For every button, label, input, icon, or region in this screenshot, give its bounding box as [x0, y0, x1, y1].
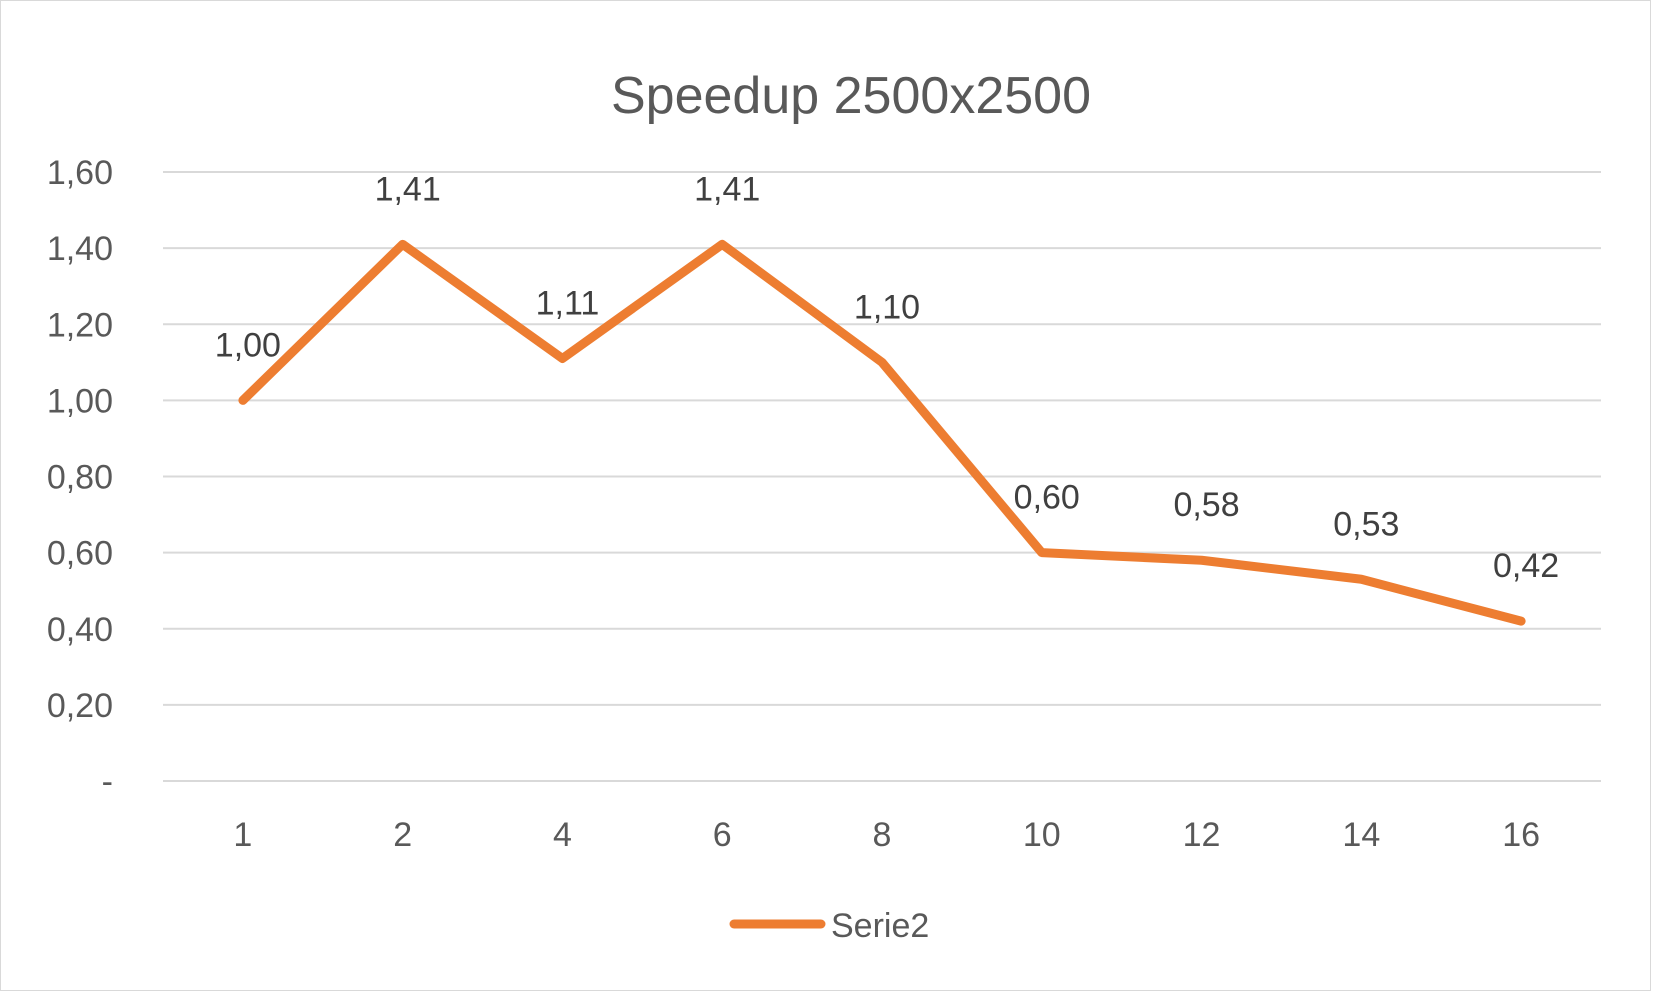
data-label: 1,10: [854, 288, 920, 326]
y-tick-label: 0,60: [47, 535, 113, 573]
data-label: 0,60: [1014, 479, 1080, 517]
x-tick-label: 1: [233, 816, 252, 854]
x-tick-label: 4: [553, 816, 572, 854]
data-label: 1,41: [694, 170, 760, 208]
data-label: 1,00: [215, 326, 281, 364]
y-tick-label: 1,20: [47, 306, 113, 344]
series-layer: [238, 239, 1526, 626]
y-tick-label: 0,40: [47, 611, 113, 649]
data-labels: 1,00 1,41 1,11 1,41 1,10 0,60 0,58 0,53 0,42: [215, 170, 1559, 585]
x-tick-label: 10: [1023, 816, 1061, 854]
chart-title: Speedup 2500x2500: [611, 67, 1091, 125]
y-tick-label: 1,40: [47, 230, 113, 268]
y-tick-label: 0,20: [47, 687, 113, 725]
x-tick-label: 14: [1342, 816, 1380, 854]
gridlines: [163, 171, 1601, 782]
data-label: 0,58: [1173, 486, 1239, 524]
data-label: 0,42: [1493, 547, 1559, 585]
y-tick-label: 1,00: [47, 382, 113, 420]
x-tick-label: 2: [393, 816, 412, 854]
legend-label-serie2: Serie2: [831, 907, 929, 945]
y-tick-label: -: [102, 763, 113, 801]
x-tick-label: 6: [713, 816, 732, 854]
y-axis-ticks: - 0,20 0,40 0,60 0,80 1,00 1,20 1,40 1,60: [47, 154, 113, 801]
x-tick-label: 8: [873, 816, 892, 854]
data-label: 1,41: [375, 170, 441, 208]
legend: Serie2: [729, 907, 929, 945]
y-tick-label: 0,80: [47, 459, 113, 497]
x-axis-ticks: 1 2 4 6 8 10 12 14 16: [233, 816, 1540, 854]
y-tick-label: 1,60: [47, 154, 113, 192]
x-tick-label: 16: [1502, 816, 1540, 854]
x-tick-label: 12: [1183, 816, 1221, 854]
data-label: 0,53: [1333, 505, 1399, 543]
data-label: 1,11: [536, 285, 600, 323]
